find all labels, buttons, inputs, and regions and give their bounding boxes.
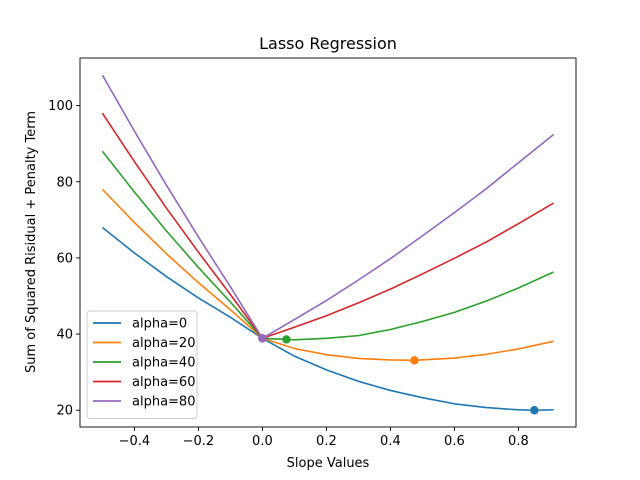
y-tick-label: 60 <box>56 251 73 266</box>
chart-title: Lasso Regression <box>259 34 397 53</box>
legend: alpha=0 alpha=20 alpha=40 alpha=60 alpha=80 <box>86 310 198 419</box>
series-group <box>101 74 555 412</box>
x-tick-label: 0.4 <box>380 434 401 449</box>
series-line-20 <box>101 188 554 362</box>
y-tick-label: 40 <box>56 328 73 343</box>
plot-area: −0.4 −0.2 0.0 0.2 0.4 0.6 0.8 20 40 60 80 100 <box>48 57 577 449</box>
x-tick-label: −0.4 <box>119 434 151 449</box>
x-tick-label: 0.2 <box>316 434 337 449</box>
y-tick-label: 20 <box>56 404 73 419</box>
legend-label-40: alpha=40 <box>132 356 195 371</box>
series-line-60 <box>101 112 555 340</box>
legend-box <box>86 310 198 419</box>
legend-label-20: alpha=20 <box>132 336 195 351</box>
x-tick-label: 0.6 <box>444 434 465 449</box>
min-marker-80 <box>258 334 267 343</box>
min-marker-0 <box>530 406 539 415</box>
min-marker-20 <box>410 356 419 365</box>
series-line-0 <box>101 226 554 412</box>
min-marker-40 <box>282 335 291 344</box>
series-line-40 <box>101 150 554 341</box>
legend-label-60: alpha=60 <box>132 375 195 390</box>
x-tick-label: 0.0 <box>252 434 273 449</box>
series-line-80 <box>101 74 555 340</box>
y-tick-label: 80 <box>56 175 73 190</box>
x-tick-label: −0.2 <box>183 434 215 449</box>
y-axis-label: Sum of Squared Risidual + Penalty Term <box>24 111 39 373</box>
x-tick-label: 0.8 <box>508 434 529 449</box>
x-axis-label: Slope Values <box>287 456 370 471</box>
axes-frame <box>79 57 577 428</box>
legend-label-80: alpha=80 <box>132 395 195 410</box>
legend-label-0: alpha=0 <box>132 317 187 332</box>
y-tick-label: 100 <box>48 99 73 114</box>
